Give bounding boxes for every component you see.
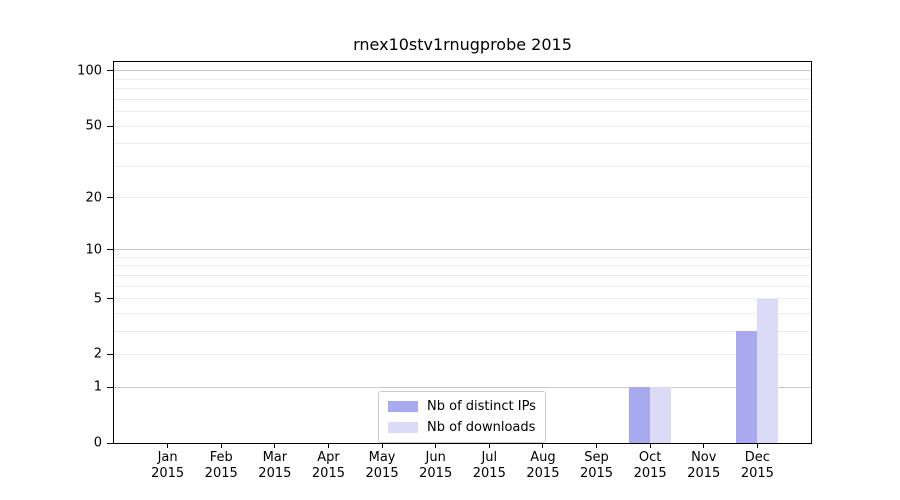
bar-distinct-ips-dec — [736, 331, 758, 443]
x-tick-label: Oct 2015 — [633, 450, 667, 481]
bar-downloads-oct — [650, 387, 672, 443]
y-tick — [107, 197, 113, 199]
x-tick — [542, 444, 544, 448]
gridline-minor — [114, 88, 811, 90]
gridline-minor — [114, 265, 811, 267]
y-tick — [107, 353, 113, 355]
legend-swatch-distinct-ips — [388, 401, 418, 412]
gridline-minor — [114, 111, 811, 113]
x-axis: Jan 2015 Feb 2015 Mar 2015 Apr 2015 May 2015… — [114, 444, 811, 494]
x-tick — [756, 444, 758, 448]
x-tick-label: Nov 2015 — [687, 450, 721, 481]
gridline-minor — [114, 98, 811, 100]
x-tick-label: Mar 2015 — [258, 450, 292, 481]
x-tick-label: May 2015 — [365, 450, 399, 481]
x-tick-label: Feb 2015 — [204, 450, 238, 481]
y-tick-label: 50 — [85, 118, 102, 134]
x-tick-label: Jul 2015 — [472, 450, 506, 481]
x-tick-label: Jan 2015 — [151, 450, 185, 481]
y-tick-label: 5 — [93, 291, 102, 307]
chart-title: rnex10stv1rnugprobe 2015 — [353, 35, 572, 54]
legend-label-downloads: Nb of downloads — [427, 420, 536, 435]
x-tick-label: Apr 2015 — [311, 450, 345, 481]
gridline-major — [114, 386, 811, 388]
legend-item-distinct-ips: Nb of distinct IPs — [388, 399, 536, 414]
y-tick — [107, 298, 113, 300]
legend: Nb of distinct IPs Nb of downloads — [378, 391, 546, 443]
y-tick-label: 1 — [93, 379, 102, 395]
x-tick — [488, 444, 490, 448]
gridline-minor — [114, 353, 811, 355]
x-tick — [649, 444, 651, 448]
gridline-minor — [114, 330, 811, 332]
x-tick-label: Jun 2015 — [419, 450, 453, 481]
x-tick — [596, 444, 598, 448]
gridline-minor — [114, 78, 811, 80]
y-tick-label: 20 — [85, 190, 102, 206]
y-tick — [107, 70, 113, 72]
legend-swatch-downloads — [388, 422, 418, 433]
gridline-minor — [114, 165, 811, 167]
y-tick-label: 2 — [93, 346, 102, 362]
bar-distinct-ips-oct — [629, 387, 651, 443]
bar-downloads-dec — [757, 298, 779, 443]
x-tick-label: Sep 2015 — [579, 450, 614, 481]
gridline-major — [114, 70, 811, 72]
x-tick — [703, 444, 705, 448]
y-tick — [107, 442, 113, 444]
x-tick-label: Aug 2015 — [526, 450, 560, 481]
gridline-minor — [114, 256, 811, 258]
y-tick-label: 100 — [77, 63, 102, 79]
x-tick — [274, 444, 276, 448]
x-tick — [381, 444, 383, 448]
gridline-minor — [114, 274, 811, 276]
x-tick — [327, 444, 329, 448]
y-axis: 0 1 2 5 10 20 50 100 — [0, 62, 113, 451]
gridline-minor — [114, 197, 811, 199]
y-tick-label: 0 — [93, 435, 102, 451]
legend-label-distinct-ips: Nb of distinct IPs — [427, 399, 536, 414]
x-tick — [435, 444, 437, 448]
x-tick-label: Dec 2015 — [740, 450, 774, 481]
gridline-minor — [114, 285, 811, 287]
legend-item-downloads: Nb of downloads — [388, 420, 536, 435]
gridline-minor — [114, 298, 811, 300]
y-tick-label: 10 — [85, 242, 102, 258]
gridline-minor — [114, 312, 811, 314]
y-tick — [107, 125, 113, 127]
y-tick — [107, 249, 113, 251]
y-tick — [107, 386, 113, 388]
gridline-major — [114, 249, 811, 251]
x-tick — [220, 444, 222, 448]
gridline-minor — [114, 143, 811, 145]
plot-area: Nb of distinct IPs Nb of downloads — [113, 61, 812, 444]
gridline-minor — [114, 125, 811, 127]
x-tick — [167, 444, 169, 448]
